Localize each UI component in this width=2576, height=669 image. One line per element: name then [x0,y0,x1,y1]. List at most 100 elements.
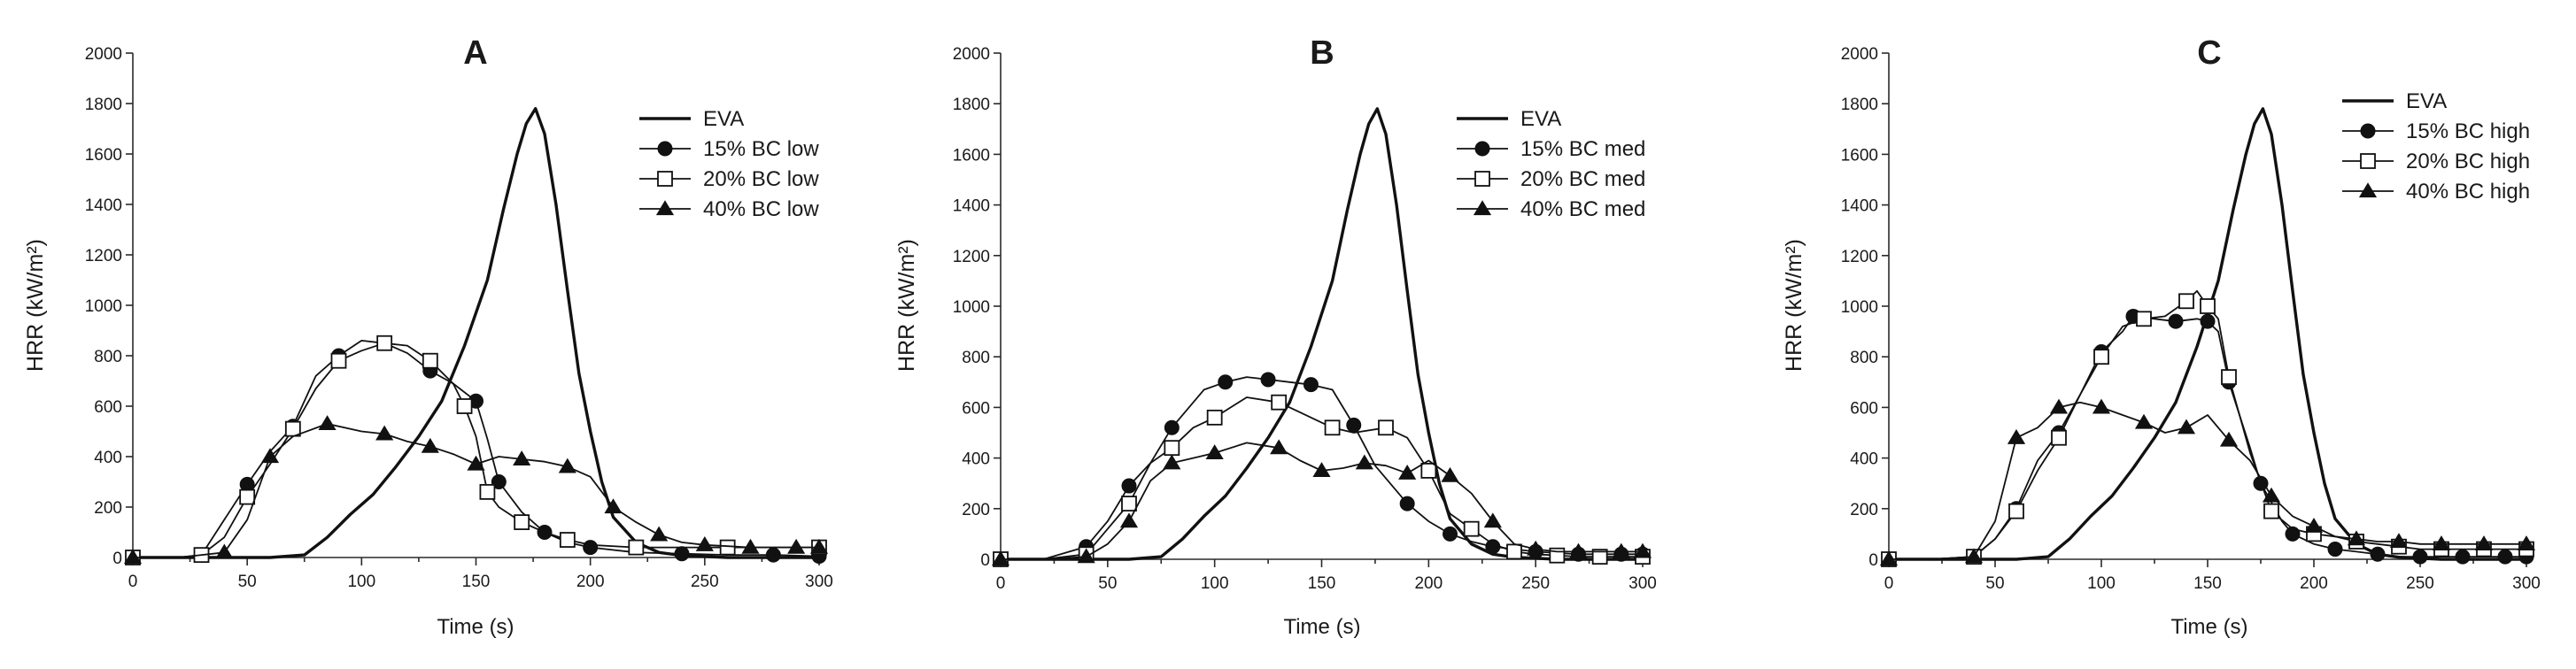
panel-b-ytick-label: 0 [980,551,990,570]
panel-c-data-point [2007,428,2026,444]
panel-c-ytick-label: 600 [1850,399,1878,418]
panel-b-data-point [1483,512,1502,528]
panel-b-data-point [1346,417,1362,433]
panel-a-ytick-label: 1000 [85,297,122,316]
legend-marker [1474,141,1490,157]
legend-entry-label: EVA [703,107,744,131]
panel-b: B Time (s) HRR (kW/m²) 02004006008001000… [894,35,1657,639]
panel-b-data-point [1260,372,1276,388]
panel-c-xtick-label: 100 [2087,574,2116,593]
panel-c-data-point [2389,533,2409,549]
legend-entry-label: 15% BC med [1520,137,1645,161]
panel-b-data-point [1206,409,1223,426]
panel-a-xtick-label: 200 [576,573,605,591]
panel-b-data-point [1270,439,1288,455]
panel-b-xtick-label: 250 [1521,574,1550,593]
panel-a-data-point [467,455,485,471]
panel-c-data-point [2178,293,2194,310]
panel-c-data-point [2347,530,2366,546]
panel-b-series-line [1001,107,1643,561]
panel-c-data-point [2262,487,2281,503]
panel-a-data-point [719,539,736,556]
panel-c-ytick-label: 400 [1850,450,1878,469]
panel-c-data-point [2093,349,2109,365]
panel-b-legend: EVA 15% BC med 20% BC med 40% BC med [1457,107,1645,221]
panel-b-ytick-label: 400 [962,450,990,469]
legend-marker [2360,123,2376,139]
panel-a-ytick-label: 2000 [85,45,122,64]
panel-a-ytick-label: 1800 [85,96,122,114]
panel-b-data-point [1205,444,1224,459]
panel-b-data-point [1303,377,1319,393]
panel-b-xtick-label: 300 [1628,574,1657,593]
panel-c-data-point [2263,503,2279,519]
panel-b-data-point [1506,543,1522,560]
legend-entry-label: EVA [2406,89,2447,113]
panel-b-ytick-label: 1000 [953,298,990,317]
panel-c-xtick-label: 200 [2300,574,2328,593]
panel-b-data-point [1121,478,1137,494]
panel-b-data-point [1163,454,1181,470]
panel-b-data-point [1398,464,1417,480]
panel-a-xtick-label: 50 [238,573,257,591]
panel-b-series-line [1001,442,1643,560]
legend-marker [2360,153,2376,169]
panel-a-data-point [674,546,690,562]
panel-a-data-point [809,538,829,554]
panel-b-data-point [1312,462,1331,477]
panel-c-data-point [2008,503,2024,519]
panel-b-ytick-label: 200 [962,501,990,519]
legend-entry-label: 15% BC low [703,137,819,161]
legend-entry-label: 20% BC med [1520,167,1645,191]
panel-c-data-point [2051,429,2067,446]
panel-b-series-2 [993,394,1651,567]
panel-a-ytick-label: 400 [94,449,122,467]
panel-b-data-point [1527,540,1545,556]
legend-marker [657,171,673,187]
panel-b-data-point [1164,440,1180,457]
panel-c: C Time (s) HRR (kW/m²) 02004006008001000… [1782,35,2541,639]
panel-a-xtick-label: 0 [128,573,138,591]
panel-c-data-point [2168,313,2184,329]
panel-b-data-point [1633,542,1652,558]
panel-b-data-point [1399,496,1415,511]
legend-entry-label: 20% BC low [703,167,819,191]
panel-b-data-point [1420,463,1437,479]
panel-b-series-0 [1001,107,1643,561]
panel-b-data-point [1355,454,1373,470]
panel-b-xlabel: Time (s) [1283,615,1360,639]
legend-marker [1473,200,1492,216]
panel-b-ytick-label: 600 [962,399,990,418]
panel-c-xtick-label: 150 [2193,574,2222,593]
panel-a-data-point [479,484,496,500]
panel-a-xtick-label: 300 [805,573,833,591]
panel-b-data-point [1612,542,1630,558]
panel-c-ytick-label: 2000 [1841,45,1878,64]
panel-b-ylabel: HRR (kW/m²) [894,239,919,372]
panel-c-xtick-label: 300 [2512,574,2541,593]
legend-marker [1474,171,1490,187]
panel-a-data-point [123,549,143,565]
panel-b-ytick-label: 1600 [953,146,990,165]
panel-c-data-point [2221,369,2237,385]
panel-b-data-point [1077,548,1095,564]
panel-b-xtick-label: 0 [996,574,1006,593]
panel-a-data-point [765,547,781,563]
legend-marker [655,200,675,216]
panel-c-legend: EVA 15% BC high 20% BC high 40% BC high [2342,89,2530,204]
panel-c-data-point [2455,549,2471,565]
panel-c-data-point [2412,549,2428,565]
panel-b-series-3 [991,439,1652,566]
panel-c-data-point [2304,518,2324,533]
panel-a-data-point [628,539,645,556]
panel-c-data-point [2136,311,2152,327]
panel-c-ytick-label: 0 [1868,551,1878,570]
panel-c-xtick-label: 250 [2406,574,2434,593]
panel-b-xtick-label: 50 [1098,574,1117,593]
panel-b-series-line [1001,376,1643,560]
panel-a-xtick-label: 150 [462,573,491,591]
panel-c-ytick-label: 1000 [1841,298,1878,317]
panel-a-data-point [514,514,530,530]
panel-b-data-point [1441,466,1459,482]
